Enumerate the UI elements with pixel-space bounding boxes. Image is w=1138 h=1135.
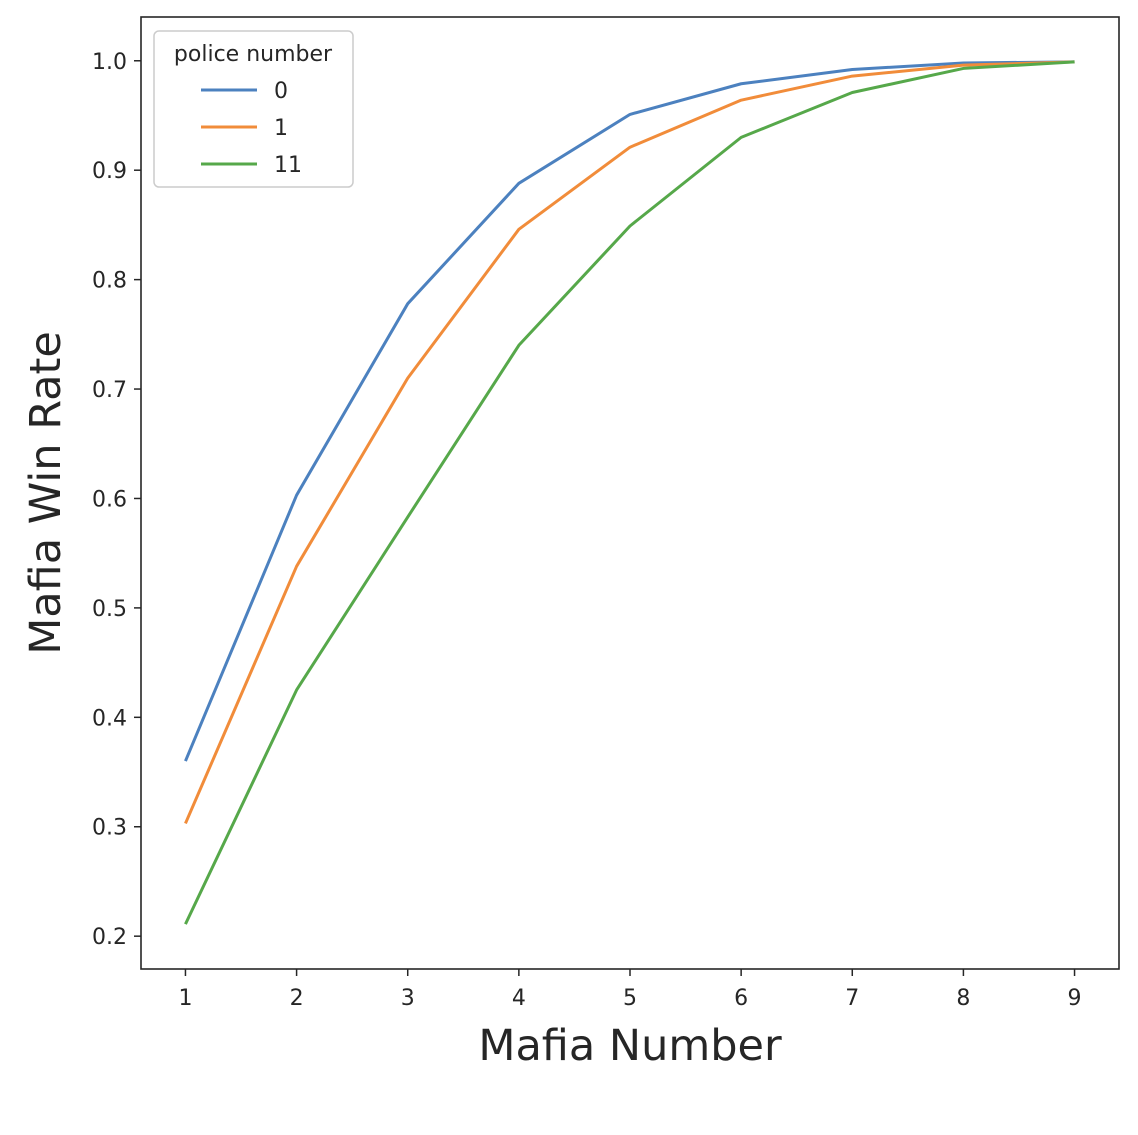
x-tick-label: 2	[290, 986, 304, 1011]
legend-label-11: 11	[274, 153, 302, 178]
y-tick-label: 0.2	[92, 925, 127, 950]
x-axis-label: Mafia Number	[478, 1021, 782, 1071]
y-axis: 0.2 0.3 0.4 0.5 0.6 0.7 0.8 0.9 1.0	[92, 50, 141, 950]
y-tick-label: 0.4	[92, 706, 127, 731]
x-tick-label: 9	[1068, 986, 1082, 1011]
x-axis: 1 2 3 4 5 6 7 8 9	[178, 969, 1082, 1011]
x-tick-label: 4	[512, 986, 526, 1011]
series-line-11	[184, 60, 1075, 925]
x-tick-label: 8	[956, 986, 970, 1011]
legend-label-1: 1	[274, 116, 288, 141]
x-tick-label: 7	[845, 986, 859, 1011]
series-line-0	[184, 60, 1075, 762]
series-line-1	[184, 60, 1075, 825]
y-tick-label: 0.7	[92, 378, 127, 403]
x-tick-label: 1	[178, 986, 192, 1011]
y-tick-label: 0.9	[92, 159, 127, 184]
y-tick-label: 0.6	[92, 487, 127, 512]
series-layer	[184, 60, 1075, 925]
y-tick-label: 0.3	[92, 816, 127, 841]
legend-title: police number	[174, 42, 333, 67]
x-tick-label: 5	[623, 986, 637, 1011]
y-axis-label: Mafia Win Rate	[21, 331, 71, 655]
x-tick-label: 3	[401, 986, 415, 1011]
y-tick-label: 0.8	[92, 269, 127, 294]
legend-box	[153, 30, 354, 188]
y-tick-label: 1.0	[92, 50, 127, 75]
x-tick-label: 6	[734, 986, 748, 1011]
y-tick-label: 0.5	[92, 597, 127, 622]
legend-label-0: 0	[274, 79, 288, 104]
